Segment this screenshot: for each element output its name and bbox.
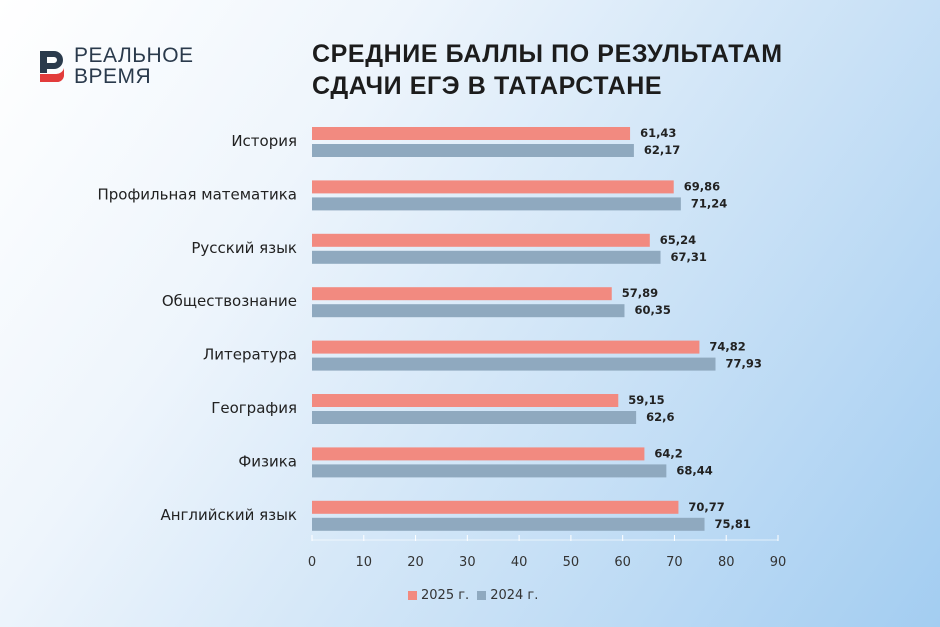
x-tick-label: 50 xyxy=(563,555,580,570)
bar-2024 xyxy=(312,197,681,211)
bar-2025 xyxy=(312,394,619,407)
bar-2025 xyxy=(312,447,645,461)
data-label: 75,81 xyxy=(715,517,751,531)
data-label: 59,15 xyxy=(628,393,664,407)
legend-swatch-2024 xyxy=(477,591,487,600)
x-tick-label: 80 xyxy=(718,555,735,570)
logo-line2: ВРЕМЯ xyxy=(74,65,152,88)
x-tick-label: 90 xyxy=(770,555,787,570)
data-label: 62,17 xyxy=(644,143,680,157)
data-label: 60,35 xyxy=(634,303,670,317)
data-label: 61,43 xyxy=(640,126,676,140)
chart-title: СРЕДНИЕ БАЛЛЫ ПО РЕЗУЛЬТАТАМ СДАЧИ ЕГЭ В… xyxy=(312,38,783,102)
legend-label-2025: 2025 г. xyxy=(421,588,470,603)
category-label: Профильная математика xyxy=(98,185,298,203)
data-label: 67,31 xyxy=(671,250,707,264)
data-label: 65,24 xyxy=(660,233,696,247)
x-tick-label: 10 xyxy=(356,555,373,570)
bar-2025 xyxy=(312,500,679,514)
bar-2024 xyxy=(312,304,625,318)
bar-2025 xyxy=(312,287,612,301)
data-label: 70,77 xyxy=(688,500,724,514)
bar-2025 xyxy=(312,340,700,354)
data-label: 77,93 xyxy=(726,357,762,371)
x-tick-label: 20 xyxy=(407,555,424,570)
logo: РЕАЛЬНОЕ ВРЕМЯ xyxy=(38,45,194,87)
x-tick-label: 60 xyxy=(614,555,631,570)
bar-2024 xyxy=(312,517,705,531)
logo-icon xyxy=(40,51,64,83)
x-tick-label: 0 xyxy=(308,555,316,570)
data-label: 69,86 xyxy=(684,179,720,193)
data-label: 71,24 xyxy=(691,196,727,210)
title-line1: СРЕДНИЕ БАЛЛЫ ПО РЕЗУЛЬТАТАМ xyxy=(312,40,783,68)
bar-2025 xyxy=(312,180,674,194)
x-tick-label: 70 xyxy=(666,555,683,570)
bar-2025 xyxy=(312,233,650,247)
x-tick-label: 40 xyxy=(511,555,528,570)
bar-2024 xyxy=(312,357,716,371)
category-label: География xyxy=(211,399,297,417)
logo-line1: РЕАЛЬНОЕ xyxy=(74,44,194,67)
data-label: 62,6 xyxy=(646,410,674,424)
category-label: Литература xyxy=(203,346,297,364)
title-line2: СДАЧИ ЕГЭ В ТАТАРСТАНЕ xyxy=(312,72,663,100)
bar-2024 xyxy=(312,464,667,478)
bar-2024 xyxy=(312,411,637,424)
bar-2024 xyxy=(312,250,661,264)
category-label: История xyxy=(231,132,297,150)
x-tick-label: 30 xyxy=(459,555,476,570)
legend-label-2024: 2024 г. xyxy=(490,588,539,603)
data-label: 64,2 xyxy=(654,446,682,460)
category-label: Русский язык xyxy=(191,239,297,257)
category-label: Обществознание xyxy=(162,292,297,310)
bar-2025 xyxy=(312,127,631,140)
category-label: Физика xyxy=(238,452,297,470)
data-label: 57,89 xyxy=(622,286,658,300)
category-label: Английский язык xyxy=(160,506,297,524)
data-label: 68,44 xyxy=(676,463,712,477)
legend-swatch-2025 xyxy=(408,591,417,600)
legend: 2025 г. 2024 г. xyxy=(408,588,538,603)
data-label: 74,82 xyxy=(709,340,745,354)
bar-2024 xyxy=(312,144,634,157)
